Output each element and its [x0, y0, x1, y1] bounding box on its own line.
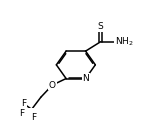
Text: F: F	[31, 113, 37, 121]
Text: S: S	[98, 22, 103, 31]
Text: O: O	[49, 81, 56, 90]
Text: NH$_2$: NH$_2$	[115, 36, 133, 48]
Text: F: F	[19, 109, 24, 117]
Text: F: F	[21, 99, 26, 108]
Text: N: N	[82, 74, 89, 83]
